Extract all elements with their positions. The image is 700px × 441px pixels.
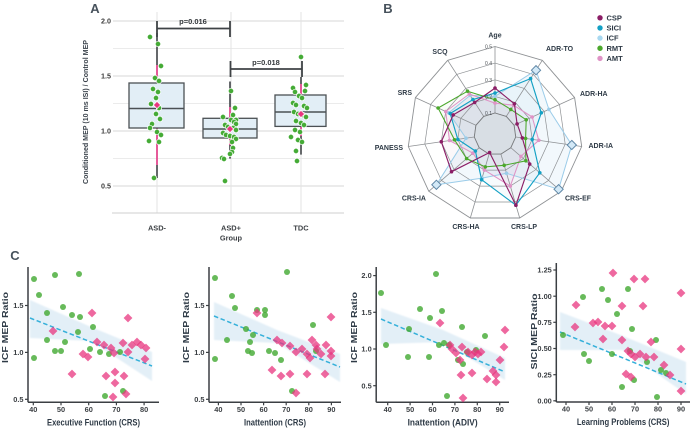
svg-text:Executive Function (CRS): Executive Function (CRS) (47, 417, 140, 428)
svg-text:Inattention (ADIV): Inattention (ADIV) (408, 417, 478, 428)
svg-text:80: 80 (654, 405, 662, 414)
svg-text:70: 70 (112, 405, 120, 414)
svg-text:SRS: SRS (398, 90, 413, 97)
svg-text:ICF MEP Ratio: ICF MEP Ratio (0, 292, 10, 363)
svg-text:Group: Group (220, 234, 243, 243)
svg-text:1.5: 1.5 (13, 301, 23, 310)
svg-text:70: 70 (451, 405, 459, 414)
svg-text:60: 60 (85, 405, 93, 414)
svg-text:1.5: 1.5 (101, 72, 111, 81)
svg-text:60: 60 (428, 405, 436, 414)
svg-text:B: B (383, 1, 392, 16)
svg-text:RMT: RMT (607, 44, 624, 53)
svg-text:Conditioned MEP (10 ms ISI) /: Conditioned MEP (10 ms ISI) / Control ME… (83, 40, 90, 184)
svg-text:80: 80 (473, 405, 481, 414)
svg-text:1.5: 1.5 (361, 308, 371, 317)
svg-text:ADR-IA: ADR-IA (589, 143, 614, 150)
svg-text:TDC: TDC (293, 224, 309, 233)
svg-text:50: 50 (237, 405, 245, 414)
svg-text:AMT: AMT (607, 54, 624, 63)
svg-text:Inattention (CRS): Inattention (CRS) (244, 417, 306, 428)
svg-text:CRS-LP: CRS-LP (511, 224, 537, 231)
svg-text:0.00: 0.00 (537, 396, 551, 405)
svg-text:ICF: ICF (607, 34, 620, 43)
svg-text:ICF MEP Ratio: ICF MEP Ratio (181, 292, 191, 363)
svg-text:p=0.018: p=0.018 (252, 58, 280, 67)
svg-text:SCQ: SCQ (432, 49, 448, 56)
svg-text:SICI: SICI (607, 24, 622, 33)
svg-text:70: 70 (631, 405, 639, 414)
svg-text:A: A (90, 1, 100, 16)
svg-text:60: 60 (259, 405, 267, 414)
svg-text:1.25: 1.25 (537, 266, 551, 275)
svg-text:1.0: 1.0 (101, 127, 111, 136)
svg-text:0.50: 0.50 (537, 344, 551, 353)
svg-text:SICI MEP Ratio: SICI MEP Ratio (529, 294, 539, 370)
svg-text:0.25: 0.25 (537, 370, 551, 379)
svg-text:PANESS: PANESS (375, 145, 404, 152)
svg-text:0.5: 0.5 (361, 381, 371, 390)
svg-text:80: 80 (140, 405, 148, 414)
svg-text:40: 40 (214, 405, 222, 414)
svg-text:40: 40 (384, 405, 392, 414)
svg-text:CSP: CSP (607, 13, 622, 22)
svg-text:1.00: 1.00 (537, 292, 551, 301)
svg-text:90: 90 (496, 405, 504, 414)
svg-text:CRS-EF: CRS-EF (565, 196, 592, 203)
svg-text:0.1: 0.1 (485, 111, 492, 117)
svg-text:50: 50 (406, 405, 414, 414)
svg-text:90: 90 (327, 405, 335, 414)
svg-text:p=0.016: p=0.016 (179, 17, 207, 26)
svg-text:40: 40 (29, 405, 37, 414)
svg-text:0.75: 0.75 (537, 318, 551, 327)
svg-text:0.3: 0.3 (485, 78, 492, 84)
svg-text:ASD+: ASD+ (221, 224, 242, 233)
svg-text:0.5: 0.5 (485, 44, 492, 50)
svg-text:1.0: 1.0 (194, 348, 204, 357)
svg-text:1.0: 1.0 (361, 345, 371, 354)
svg-text:70: 70 (282, 405, 290, 414)
svg-text:ASD-: ASD- (148, 224, 167, 233)
svg-text:2.0: 2.0 (361, 271, 371, 280)
svg-text:0.5: 0.5 (101, 182, 111, 191)
svg-text:50: 50 (57, 405, 65, 414)
svg-text:ICF MEP Ratio: ICF MEP Ratio (349, 292, 359, 363)
svg-text:80: 80 (305, 405, 313, 414)
svg-text:40: 40 (562, 405, 570, 414)
svg-text:CRS-HA: CRS-HA (452, 224, 479, 231)
svg-text:0.5: 0.5 (194, 395, 204, 404)
svg-text:50: 50 (585, 405, 593, 414)
svg-text:ADR-HA: ADR-HA (580, 91, 608, 98)
svg-text:60: 60 (608, 405, 616, 414)
svg-text:C: C (10, 248, 20, 263)
svg-text:Age: Age (488, 33, 501, 40)
svg-text:0.5: 0.5 (13, 395, 23, 404)
svg-text:0.2: 0.2 (485, 94, 492, 100)
svg-text:Learning Problems (CRS): Learning Problems (CRS) (577, 417, 670, 428)
svg-text:2.0: 2.0 (101, 17, 111, 26)
svg-text:0.4: 0.4 (485, 61, 492, 67)
svg-text:90: 90 (677, 405, 685, 414)
svg-text:CRS-IA: CRS-IA (402, 196, 426, 203)
svg-text:ADR-TO: ADR-TO (546, 46, 574, 53)
svg-text:1.5: 1.5 (194, 301, 204, 310)
svg-text:1.0: 1.0 (13, 348, 23, 357)
